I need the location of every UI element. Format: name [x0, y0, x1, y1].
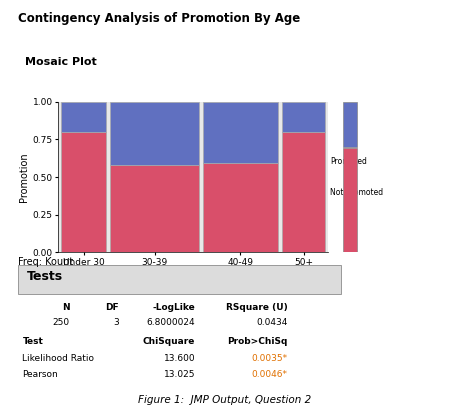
Bar — [18, 265, 341, 294]
Text: 0.0434: 0.0434 — [256, 318, 287, 327]
Text: Likelihood Ratio: Likelihood Ratio — [22, 354, 94, 363]
Bar — [343, 102, 357, 147]
Bar — [343, 148, 357, 252]
X-axis label: Age: Age — [184, 270, 202, 280]
Text: ChiSquare: ChiSquare — [143, 337, 195, 346]
Text: 3: 3 — [113, 318, 119, 327]
Text: 0.0046*: 0.0046* — [251, 370, 287, 379]
Text: 0.0035*: 0.0035* — [251, 354, 287, 363]
Bar — [61, 102, 106, 132]
Text: Tests: Tests — [27, 270, 63, 283]
Bar — [282, 132, 325, 252]
Text: DF: DF — [106, 303, 119, 313]
Text: RSquare (U): RSquare (U) — [225, 303, 287, 313]
Text: -LogLike: -LogLike — [153, 303, 195, 313]
Bar — [110, 102, 198, 165]
Text: Figure 1:  JMP Output, Question 2: Figure 1: JMP Output, Question 2 — [138, 395, 311, 405]
Bar — [110, 165, 198, 252]
Text: Freq: Kount: Freq: Kount — [18, 257, 73, 267]
Text: N: N — [62, 303, 70, 313]
Y-axis label: Promotion: Promotion — [18, 152, 29, 202]
Text: Prob>ChiSq: Prob>ChiSq — [227, 337, 287, 346]
Text: 13.600: 13.600 — [164, 354, 195, 363]
Text: 6.8000024: 6.8000024 — [147, 318, 195, 327]
Text: Pearson: Pearson — [22, 370, 58, 379]
Bar — [202, 164, 278, 252]
Text: Test: Test — [22, 337, 43, 346]
Text: Mosaic Plot: Mosaic Plot — [25, 57, 97, 67]
Bar — [202, 102, 278, 164]
Text: 13.025: 13.025 — [164, 370, 195, 379]
Text: Contingency Analysis of Promotion By Age: Contingency Analysis of Promotion By Age — [18, 12, 300, 25]
Text: Not promoted: Not promoted — [330, 188, 383, 197]
Text: Promoted: Promoted — [330, 158, 367, 166]
Text: 250: 250 — [53, 318, 70, 327]
Bar — [61, 132, 106, 252]
Bar — [282, 102, 325, 132]
